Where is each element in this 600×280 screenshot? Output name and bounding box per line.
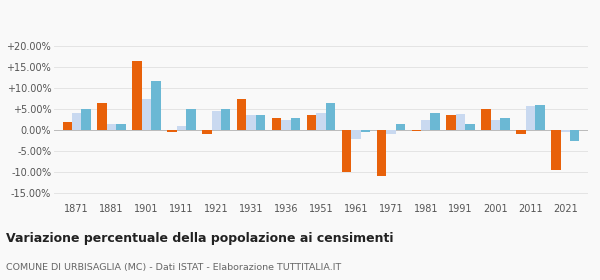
Bar [281, 120, 291, 130]
Bar [62, 122, 72, 130]
Bar [82, 109, 91, 130]
Bar [516, 130, 526, 134]
Bar [377, 130, 386, 176]
Bar [526, 106, 535, 130]
Bar [570, 130, 580, 141]
Bar [142, 99, 151, 130]
Bar [456, 114, 466, 130]
Bar [212, 111, 221, 130]
Bar [421, 120, 430, 130]
Bar [221, 109, 230, 130]
Bar [361, 130, 370, 132]
Bar [466, 124, 475, 130]
Bar [167, 130, 176, 132]
Bar [116, 124, 126, 130]
Bar [351, 130, 361, 139]
Bar [97, 103, 107, 130]
Bar [151, 81, 161, 130]
Bar [186, 109, 196, 130]
Bar [107, 124, 116, 130]
Bar [316, 113, 326, 130]
Text: COMUNE DI URBISAGLIA (MC) - Dati ISTAT - Elaborazione TUTTITALIA.IT: COMUNE DI URBISAGLIA (MC) - Dati ISTAT -… [6, 263, 341, 272]
Bar [560, 130, 570, 132]
Bar [133, 61, 142, 130]
Bar [247, 115, 256, 130]
Bar [500, 118, 509, 130]
Bar [491, 120, 500, 130]
Bar [291, 118, 300, 130]
Bar [326, 103, 335, 130]
Bar [535, 105, 545, 130]
Bar [307, 115, 316, 130]
Bar [395, 124, 405, 130]
Bar [342, 130, 351, 172]
Bar [237, 99, 247, 130]
Bar [272, 118, 281, 130]
Bar [256, 115, 265, 130]
Bar [481, 109, 491, 130]
Bar [551, 130, 560, 170]
Bar [202, 130, 212, 134]
Bar [72, 113, 82, 130]
Bar [446, 115, 456, 130]
Bar [430, 113, 440, 130]
Bar [386, 130, 395, 134]
Text: Variazione percentuale della popolazione ai censimenti: Variazione percentuale della popolazione… [6, 232, 394, 245]
Bar [412, 130, 421, 131]
Bar [176, 126, 186, 130]
